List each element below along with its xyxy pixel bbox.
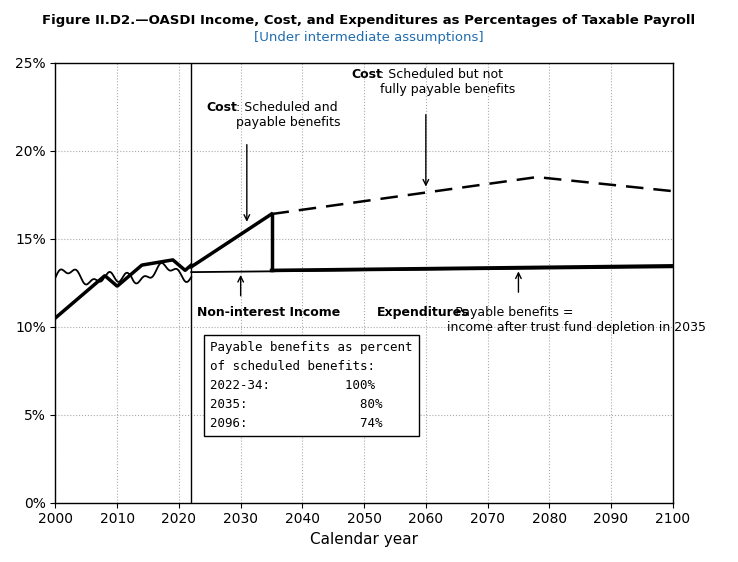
Text: Cost: Cost <box>352 68 382 81</box>
X-axis label: Calendar year: Calendar year <box>310 532 418 547</box>
Text: [Under intermediate assumptions]: [Under intermediate assumptions] <box>254 31 484 44</box>
Text: Cost: Cost <box>207 101 238 115</box>
Text: Figure II.D2.—OASDI Income, Cost, and Expenditures as Percentages of Taxable Pay: Figure II.D2.—OASDI Income, Cost, and Ex… <box>43 14 695 27</box>
Text: Non-interest Income: Non-interest Income <box>198 306 341 319</box>
Text: : Payable benefits =
income after trust fund depletion in 2035: : Payable benefits = income after trust … <box>447 306 706 334</box>
Text: Expenditures: Expenditures <box>376 306 469 319</box>
Text: : Scheduled and
payable benefits: : Scheduled and payable benefits <box>235 101 340 129</box>
Text: Payable benefits as percent
of scheduled benefits:
2022-34:          100%
2035: : Payable benefits as percent of scheduled… <box>210 341 413 430</box>
Text: : Scheduled but not
fully payable benefits: : Scheduled but not fully payable benefi… <box>379 68 515 96</box>
